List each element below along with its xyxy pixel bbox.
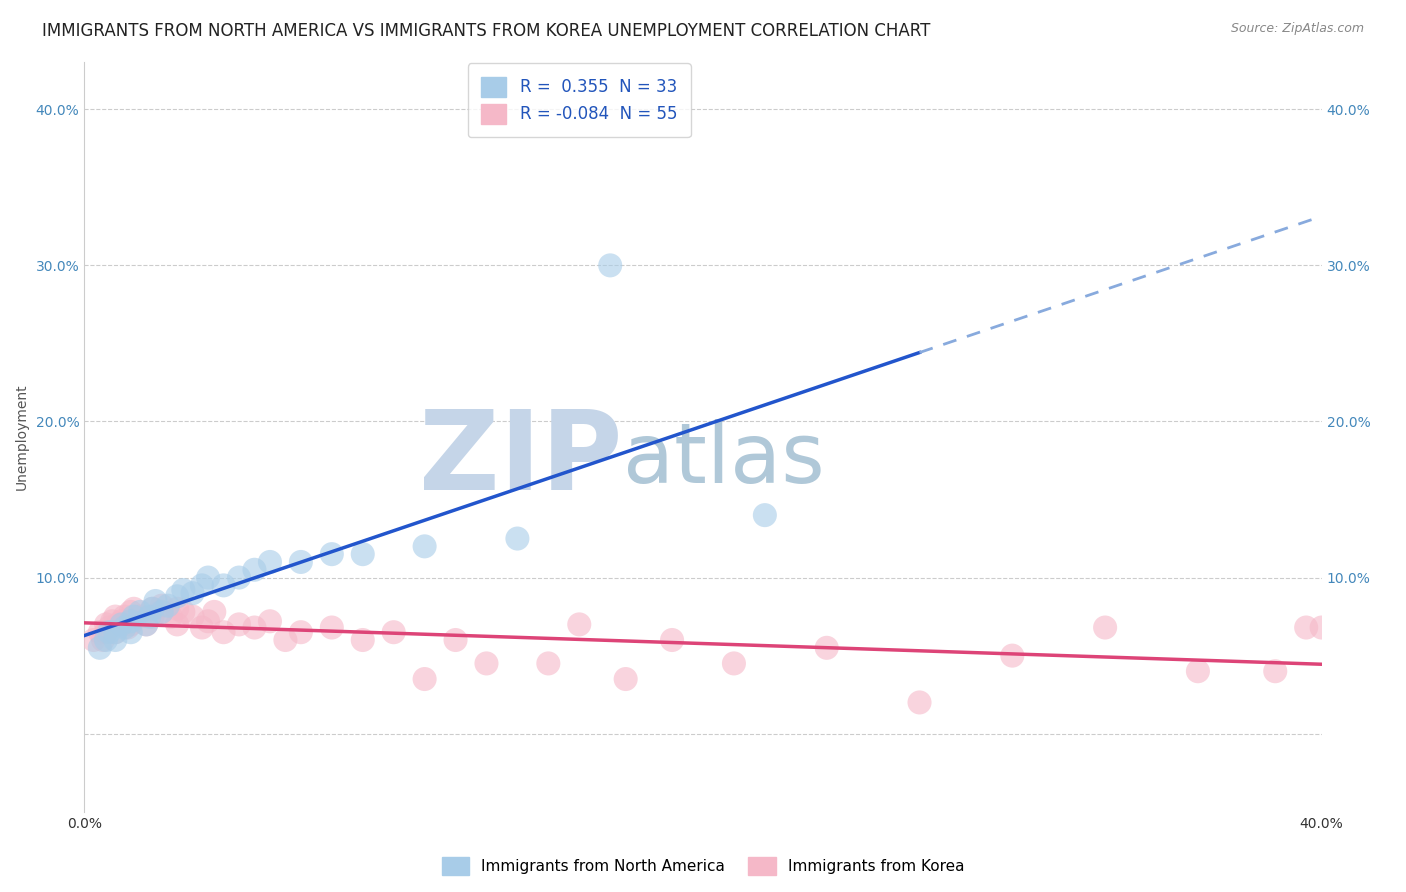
Point — [815, 640, 838, 655]
Point — [1001, 648, 1024, 663]
Point — [129, 605, 152, 619]
Point — [908, 696, 931, 710]
Point — [120, 614, 142, 628]
Point — [1187, 664, 1209, 679]
Point — [150, 599, 173, 613]
Point — [156, 599, 179, 613]
Point — [537, 657, 560, 671]
Point — [141, 601, 163, 615]
Point — [129, 609, 152, 624]
Point — [754, 508, 776, 523]
Point — [259, 555, 281, 569]
Point — [94, 633, 117, 648]
Point — [228, 617, 250, 632]
Point — [212, 625, 235, 640]
Text: ZIP: ZIP — [419, 406, 623, 513]
Point — [212, 578, 235, 592]
Point — [661, 633, 683, 648]
Point — [110, 617, 132, 632]
Point — [160, 609, 183, 624]
Point — [181, 586, 204, 600]
Legend: Immigrants from North America, Immigrants from Korea: Immigrants from North America, Immigrant… — [433, 847, 973, 884]
Point — [120, 625, 142, 640]
Point — [114, 621, 136, 635]
Point — [83, 633, 105, 648]
Point — [166, 590, 188, 604]
Point — [120, 617, 142, 632]
Point — [243, 563, 266, 577]
Point — [135, 617, 157, 632]
Point — [114, 609, 136, 624]
Point — [122, 609, 145, 624]
Point — [191, 578, 214, 592]
Y-axis label: Unemployment: Unemployment — [14, 384, 28, 491]
Point — [101, 614, 124, 628]
Point — [197, 571, 219, 585]
Point — [1295, 621, 1317, 635]
Point — [89, 640, 111, 655]
Point — [94, 625, 117, 640]
Point — [290, 555, 312, 569]
Point — [1310, 621, 1333, 635]
Point — [141, 609, 163, 624]
Point — [321, 547, 343, 561]
Point — [274, 633, 297, 648]
Point — [1264, 664, 1286, 679]
Point — [1094, 621, 1116, 635]
Point — [382, 625, 405, 640]
Point — [141, 601, 163, 615]
Point — [506, 532, 529, 546]
Text: IMMIGRANTS FROM NORTH AMERICA VS IMMIGRANTS FROM KOREA UNEMPLOYMENT CORRELATION : IMMIGRANTS FROM NORTH AMERICA VS IMMIGRA… — [42, 22, 931, 40]
Point — [352, 547, 374, 561]
Point — [117, 621, 139, 635]
Point — [91, 633, 114, 648]
Point — [135, 617, 157, 632]
Point — [181, 609, 204, 624]
Point — [444, 633, 467, 648]
Legend: R =  0.355  N = 33, R = -0.084  N = 55: R = 0.355 N = 33, R = -0.084 N = 55 — [468, 63, 690, 137]
Point — [89, 625, 111, 640]
Text: atlas: atlas — [623, 419, 824, 500]
Point — [321, 621, 343, 635]
Point — [98, 625, 121, 640]
Point — [104, 609, 127, 624]
Point — [202, 605, 225, 619]
Point — [172, 605, 194, 619]
Point — [614, 672, 637, 686]
Point — [166, 601, 188, 615]
Point — [107, 617, 129, 632]
Point — [475, 657, 498, 671]
Point — [138, 609, 160, 624]
Point — [259, 614, 281, 628]
Point — [191, 621, 214, 635]
Text: Source: ZipAtlas.com: Source: ZipAtlas.com — [1230, 22, 1364, 36]
Point — [568, 617, 591, 632]
Point — [172, 583, 194, 598]
Point — [145, 594, 167, 608]
Point — [290, 625, 312, 640]
Point — [94, 617, 117, 632]
Point — [122, 601, 145, 615]
Point — [723, 657, 745, 671]
Point — [110, 614, 132, 628]
Point — [104, 625, 127, 640]
Point — [104, 633, 127, 648]
Point — [352, 633, 374, 648]
Point — [413, 672, 436, 686]
Point — [599, 258, 621, 272]
Point — [104, 625, 127, 640]
Point — [197, 614, 219, 628]
Point — [150, 605, 173, 619]
Point — [243, 621, 266, 635]
Point — [120, 605, 142, 619]
Point — [98, 621, 121, 635]
Point — [166, 617, 188, 632]
Point — [413, 539, 436, 553]
Point — [228, 571, 250, 585]
Point — [150, 605, 173, 619]
